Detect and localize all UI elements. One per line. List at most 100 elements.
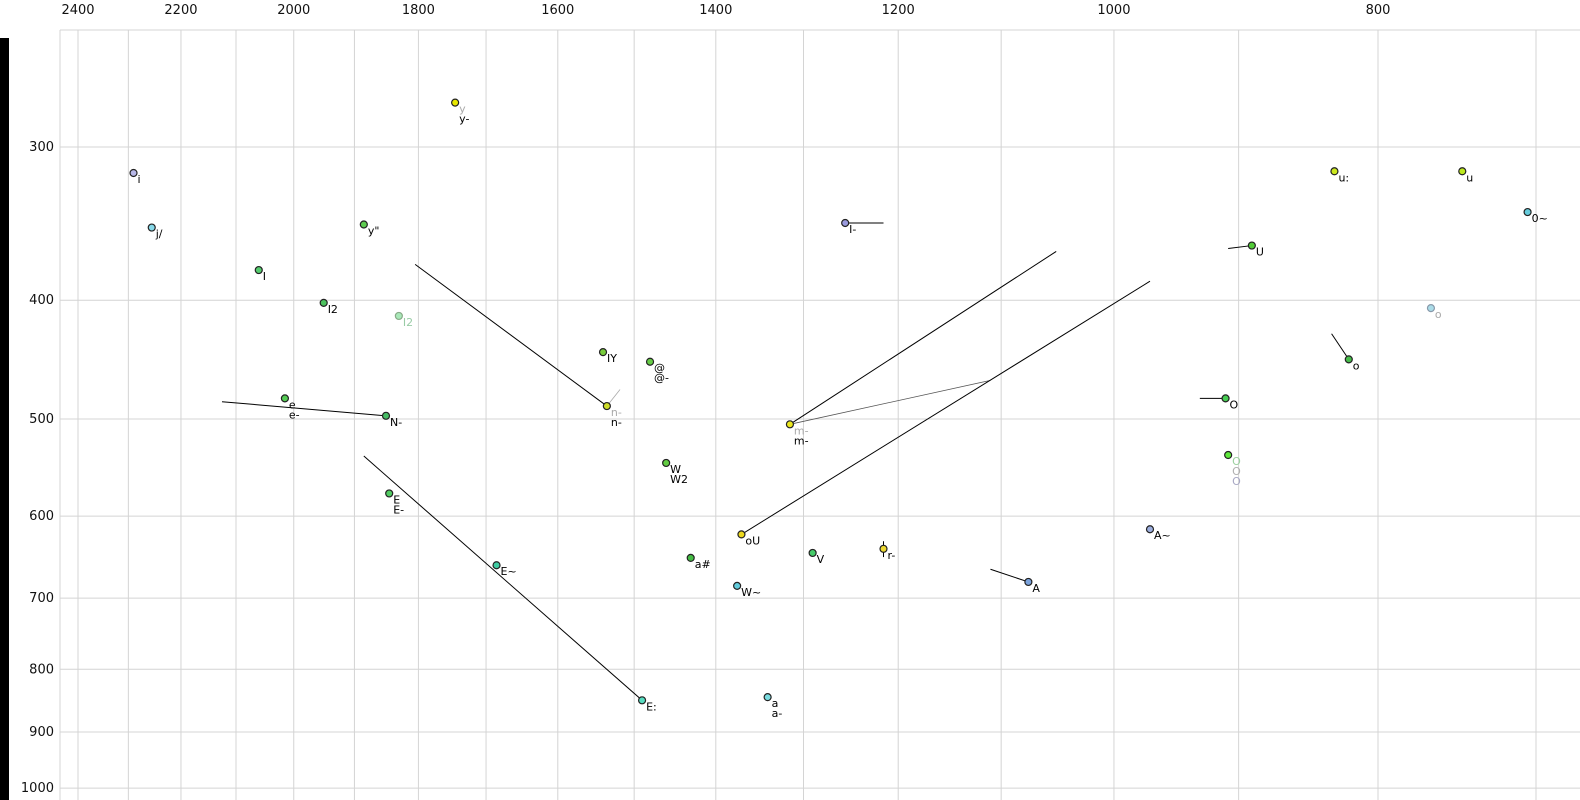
point-n-[interactable]	[602, 401, 611, 411]
point-I[interactable]	[254, 265, 263, 275]
point-label-I2-pale: I2	[403, 316, 413, 329]
trajectory-line	[1331, 333, 1350, 360]
trajectory-line	[221, 401, 387, 417]
point-label-y-: y	[459, 103, 466, 116]
point-I-[interactable]	[841, 218, 850, 228]
point-m-[interactable]	[785, 420, 795, 429]
point-label-o: o	[1353, 359, 1360, 372]
point-o-pale[interactable]	[1426, 304, 1436, 313]
y-tick-label: 700	[29, 591, 54, 606]
point-I2-pale[interactable]	[394, 311, 403, 321]
point-label-o-pale: o	[1435, 308, 1442, 321]
left-edge-bar	[0, 38, 9, 800]
y-tick-label: 400	[29, 293, 54, 308]
point-label-IY: IY	[607, 352, 617, 365]
point-label-a-: a-	[772, 707, 783, 720]
point-label-i: i	[138, 173, 141, 186]
point-label-oU: oU	[745, 534, 760, 547]
point-label-E-: E	[393, 493, 400, 506]
point-O2[interactable]	[1224, 450, 1233, 460]
point-W2[interactable]	[662, 458, 671, 468]
trajectory-line	[741, 280, 1151, 535]
point-label-W2: W	[670, 463, 681, 476]
point-o[interactable]	[1344, 355, 1353, 364]
point-O[interactable]	[1221, 394, 1230, 403]
point-label-a#: a#	[695, 558, 711, 571]
x-tick-label: 1400	[699, 3, 732, 18]
trajectory-line	[990, 568, 1029, 583]
point-label-W2: W2	[670, 473, 688, 486]
point-label-E-: E-	[393, 503, 404, 516]
point-N-[interactable]	[381, 411, 391, 420]
point-i[interactable]	[129, 168, 138, 178]
point-label-O2: O	[1232, 455, 1241, 468]
x-tick-label: 2000	[277, 3, 310, 18]
trajectory-line	[414, 263, 608, 407]
point-label-I2: I2	[328, 303, 338, 316]
y-tick-label: 600	[29, 509, 54, 524]
point-u[interactable]	[1458, 167, 1467, 176]
point-A~[interactable]	[1145, 525, 1155, 534]
point-label-r-: r-	[888, 549, 896, 562]
point-label-a-: a	[772, 697, 779, 710]
point-label-W~: W~	[741, 586, 761, 599]
point-label-y": y"	[368, 224, 380, 237]
point-j/[interactable]	[147, 223, 156, 232]
y-tick-label: 900	[29, 725, 54, 740]
x-tick-label: 1200	[882, 3, 915, 18]
point-IY[interactable]	[598, 348, 608, 357]
point-e-[interactable]	[280, 394, 290, 403]
point-label-I: I	[263, 270, 266, 283]
trajectory-line	[789, 251, 1057, 425]
x-tick-label: 1800	[402, 3, 435, 18]
y-tick-label: 800	[29, 662, 54, 677]
point-I2[interactable]	[319, 298, 328, 307]
point-E-[interactable]	[385, 489, 394, 498]
point-label-m-: m-	[794, 424, 809, 437]
point-V[interactable]	[808, 548, 817, 558]
point-A[interactable]	[1024, 577, 1033, 587]
point-label-@-: @-	[654, 372, 669, 385]
point-label-E:: E:	[646, 700, 657, 713]
x-tick-label: 800	[1366, 3, 1391, 18]
point-y"[interactable]	[359, 220, 368, 229]
x-tick-label: 1600	[541, 3, 574, 18]
point-U[interactable]	[1247, 241, 1256, 250]
point-E~[interactable]	[492, 561, 501, 570]
point-y-[interactable]	[451, 98, 460, 107]
point-label-@-: @	[654, 362, 665, 375]
x-tick-label: 2400	[61, 3, 94, 18]
point-label-U: U	[1256, 246, 1264, 259]
point-W~[interactable]	[733, 581, 742, 590]
point-0~[interactable]	[1523, 207, 1532, 217]
point-oU[interactable]	[737, 530, 746, 539]
point-label-A: A	[1032, 582, 1040, 595]
y-tick-label: 500	[29, 412, 54, 427]
point-label-O2: O	[1232, 465, 1241, 478]
x-tick-label: 1000	[1097, 3, 1130, 18]
trajectory-line	[789, 379, 991, 425]
point-u:[interactable]	[1330, 167, 1339, 176]
point-label-I-: I-	[849, 223, 856, 236]
point-label-u: u	[1466, 171, 1473, 184]
point-@-[interactable]	[645, 357, 655, 366]
point-a-[interactable]	[763, 693, 772, 702]
point-E:[interactable]	[637, 696, 647, 705]
point-a#[interactable]	[686, 553, 695, 562]
trajectory-line	[363, 455, 643, 701]
point-label-V: V	[817, 553, 825, 566]
point-label-N-: N-	[390, 416, 402, 429]
point-label-n-: n-	[611, 406, 622, 419]
point-label-j/: j/	[155, 228, 163, 241]
point-label-0~: 0~	[1532, 212, 1548, 225]
point-label-E~: E~	[501, 565, 517, 578]
point-label-A~: A~	[1154, 529, 1171, 542]
point-r-[interactable]	[879, 544, 888, 553]
point-label-e-: e-	[289, 408, 300, 421]
y-tick-label: 300	[29, 140, 54, 155]
point-label-n-: n-	[611, 416, 622, 429]
y-tick-label: 1000	[21, 781, 54, 796]
point-label-e-: e	[289, 398, 296, 411]
point-label-u:: u:	[1338, 171, 1349, 184]
